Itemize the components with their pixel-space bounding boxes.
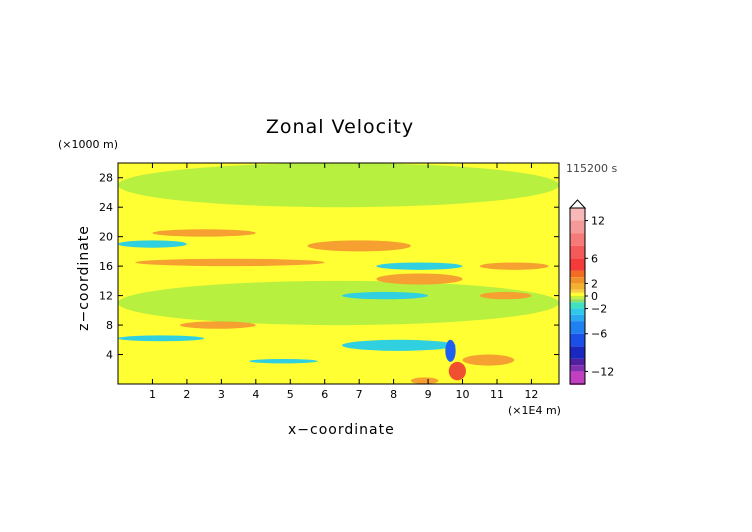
colorbar-swatch [570, 333, 585, 347]
x-tick-label: 6 [321, 388, 328, 401]
field-region [341, 291, 429, 300]
y-tick-label: 12 [99, 290, 113, 303]
colorbar-swatch [570, 277, 585, 284]
field-region [118, 163, 559, 208]
field-region [376, 262, 463, 270]
x-tick-label: 2 [183, 388, 190, 401]
time-label: 115200 s [566, 162, 618, 175]
colorbar-swatch [570, 233, 585, 246]
colorbar-swatch [570, 302, 585, 309]
colorbar-swatch [570, 308, 585, 315]
x-tick-label: 8 [390, 388, 397, 401]
x-axis: 1 2 3 4 5 6 7 8 9 10 11 12 [149, 163, 538, 401]
colorbar-swatch [570, 258, 585, 271]
colorbar-swatch [570, 299, 585, 303]
field-region [248, 358, 318, 364]
x-tick-label: 3 [218, 388, 225, 401]
x-tick-label: 4 [252, 388, 259, 401]
colorbar-swatch [570, 371, 585, 384]
colorbar-label: 12 [591, 215, 605, 228]
x-tick-label: 9 [425, 388, 432, 401]
field-region [410, 377, 439, 384]
colorbar-swatch [570, 220, 585, 234]
field-region [118, 240, 187, 248]
colorbar-swatch [570, 358, 585, 366]
field-region [479, 262, 549, 270]
x-axis-label: x−coordinate [288, 422, 395, 438]
colorbar-label: −6 [591, 328, 607, 341]
field-region [479, 291, 532, 300]
field-region [341, 339, 456, 351]
field-region [118, 280, 559, 326]
y-tick-label: 20 [99, 231, 113, 244]
colorbar-swatch [570, 346, 585, 359]
field-region [152, 229, 256, 237]
field-region [135, 258, 325, 267]
x-tick-label: 11 [490, 388, 504, 401]
colorbar-extend-arrow [568, 199, 587, 209]
field-region [180, 321, 256, 329]
field-region [118, 335, 205, 342]
colorbar-swatch [570, 292, 585, 296]
y-tick-label: 28 [99, 172, 113, 185]
colorbar-swatch [570, 245, 585, 259]
x-tick-label: 12 [524, 388, 538, 401]
field-region [462, 354, 515, 366]
field-region [445, 339, 456, 362]
plot-frame [117, 162, 560, 385]
colorbar-swatch [570, 270, 585, 278]
colorbar-swatch [570, 314, 585, 322]
y-axis: 4 8 12 16 20 24 28 [99, 172, 559, 362]
colorbar-label: 0 [591, 290, 598, 303]
colorbar: 12 6 20−2 −6 −12 [568, 199, 614, 385]
x-tick-label: 10 [456, 388, 470, 401]
x-tick-label: 5 [287, 388, 294, 401]
colorbar-swatch [570, 365, 585, 372]
velocity-field [118, 163, 559, 384]
y-tick-label: 16 [99, 260, 113, 273]
colorbar-swatch [570, 283, 585, 290]
y-axis-unit: (×1000 m) [58, 138, 119, 151]
colorbar-label: 6 [591, 252, 598, 265]
field-region [307, 240, 411, 252]
chart-title: Zonal Velocity [265, 116, 415, 138]
x-tick-label: 1 [149, 388, 156, 401]
colorbar-label: 2 [591, 277, 598, 290]
field-region [448, 361, 466, 381]
colorbar-swatch [570, 296, 585, 300]
x-axis-unit: (×1E4 m) [508, 404, 561, 417]
colorbar-swatch [570, 321, 585, 334]
y-tick-label: 4 [106, 349, 113, 362]
field-region [376, 273, 463, 285]
x-tick-label: 7 [356, 388, 363, 401]
colorbar-label: −2 [591, 303, 607, 316]
y-tick-label: 8 [106, 319, 113, 332]
colorbar-swatch [570, 208, 585, 221]
colorbar-swatch [570, 289, 585, 293]
colorbar-label: −12 [591, 365, 614, 378]
y-tick-label: 24 [99, 201, 113, 214]
